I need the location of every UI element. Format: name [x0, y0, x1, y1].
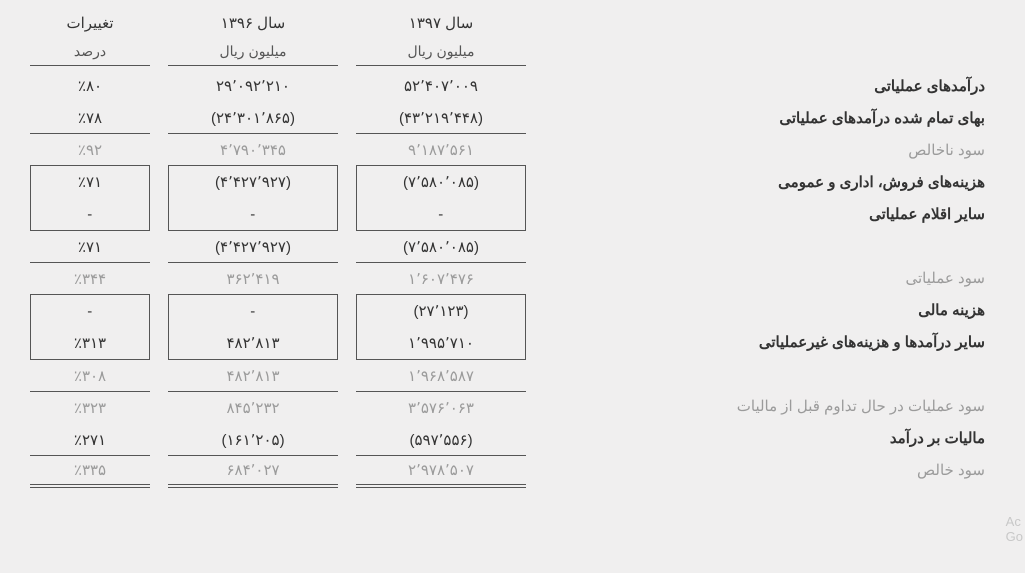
pct-tax: ٪۲۷۱	[30, 424, 150, 456]
label-gross-profit: سود ناخالص	[575, 134, 985, 166]
pct-fin-cost: -	[31, 295, 149, 327]
y1396-op-profit: ۳۶۲٬۴۱۹	[168, 263, 338, 295]
y1397-tax: (۵۹۷٬۵۵۶)	[356, 424, 526, 456]
y1396-tax: (۱۶۱٬۲۰۵)	[168, 424, 338, 456]
y1397-net: ۲٬۹۷۸٬۵۰۷	[356, 456, 526, 488]
unit-pct: درصد	[30, 38, 150, 66]
label-net: سود خالص	[575, 454, 985, 486]
row-labels-column: درآمدهای عملیاتی بهای تمام شده درآمدهای …	[575, 8, 1005, 488]
pct-pbt: ٪۳۲۳	[30, 392, 150, 424]
label-pbt: سود عملیات در حال تداوم قبل از مالیات	[575, 390, 985, 422]
y1397-sub2: ۱٬۹۶۸٬۵۸۷	[356, 360, 526, 392]
y1396-cogs: (۲۴٬۳۰۱٬۸۶۵)	[168, 102, 338, 134]
data-columns: تغییرات درصد ٪۸۰ ٪۷۸ ٪۹۲ ٪۷۱ - ٪۷۱ ٪۳۴۴ …	[20, 8, 575, 488]
y1397-pbt: ۳٬۵۷۶٬۰۶۳	[356, 392, 526, 424]
pct-other-op: -	[31, 198, 149, 230]
pct-sga: ٪۷۱	[31, 166, 149, 198]
y1397-nonop: ۱٬۹۹۵٬۷۱۰	[357, 327, 525, 359]
header-1397: سال ۱۳۹۷	[356, 8, 526, 38]
column-1396: سال ۱۳۹۶ میلیون ریال ۲۹٬۰۹۲٬۲۱۰ (۲۴٬۳۰۱٬…	[168, 8, 338, 488]
y1396-fin-cost: -	[169, 295, 337, 327]
y1396-net: ۶۸۴٬۰۲۷	[168, 456, 338, 488]
y1396-box2: - ۴۸۲٬۸۱۳	[168, 294, 338, 360]
label-sga: هزینه‌های فروش، اداری و عمومی	[575, 166, 985, 198]
y1396-other-op: -	[169, 198, 337, 230]
watermark-text: Ac Go	[1006, 514, 1023, 545]
y1397-box1: (۷٬۵۸۰٬۰۸۵) -	[356, 165, 526, 231]
y1397-fin-cost: (۲۷٬۱۲۳)	[357, 295, 525, 327]
label-fin-cost: هزینه مالی	[575, 294, 985, 326]
pct-net: ٪۳۳۵	[30, 456, 150, 488]
header-changes: تغییرات	[30, 8, 150, 38]
pct-sub1: ٪۷۱	[30, 231, 150, 263]
y1396-sga: (۴٬۴۲۷٬۹۲۷)	[169, 166, 337, 198]
income-statement-table: درآمدهای عملیاتی بهای تمام شده درآمدهای …	[20, 8, 1005, 488]
pct-box2: - ٪۳۱۳	[30, 294, 150, 360]
column-1397: سال ۱۳۹۷ میلیون ریال ۵۲٬۴۰۷٬۰۰۹ (۴۳٬۲۱۹٬…	[356, 8, 526, 488]
y1397-op-profit: ۱٬۶۰۷٬۴۷۶	[356, 263, 526, 295]
label-op-income: درآمدهای عملیاتی	[575, 70, 985, 102]
header-1396: سال ۱۳۹۶	[168, 8, 338, 38]
y1397-gross-profit: ۹٬۱۸۷٬۵۶۱	[356, 134, 526, 166]
y1397-cogs: (۴۳٬۲۱۹٬۴۴۸)	[356, 102, 526, 134]
y1396-op-income: ۲۹٬۰۹۲٬۲۱۰	[168, 70, 338, 102]
watermark-l2: Go	[1006, 529, 1023, 545]
pct-op-profit: ٪۳۴۴	[30, 263, 150, 295]
y1397-box2: (۲۷٬۱۲۳) ۱٬۹۹۵٬۷۱۰	[356, 294, 526, 360]
pct-cogs: ٪۷۸	[30, 102, 150, 134]
y1397-other-op: -	[357, 198, 525, 230]
y1397-op-income: ۵۲٬۴۰۷٬۰۰۹	[356, 70, 526, 102]
y1396-box1: (۴٬۴۲۷٬۹۲۷) -	[168, 165, 338, 231]
label-op-profit: سود عملیاتی	[575, 262, 985, 294]
y1396-sub2: ۴۸۲٬۸۱۳	[168, 360, 338, 392]
pct-gross-profit: ٪۹۲	[30, 134, 150, 166]
label-cogs: بهای تمام شده درآمدهای عملیاتی	[575, 102, 985, 134]
pct-box1: ٪۷۱ -	[30, 165, 150, 231]
y1397-sub1: (۷٬۵۸۰٬۰۸۵)	[356, 231, 526, 263]
unit-1397: میلیون ریال	[356, 38, 526, 66]
watermark-l1: Ac	[1006, 514, 1023, 530]
y1396-nonop: ۴۸۲٬۸۱۳	[169, 327, 337, 359]
unit-1396: میلیون ریال	[168, 38, 338, 66]
label-other-op: سایر اقلام عملیاتی	[575, 198, 985, 230]
pct-op-income: ٪۸۰	[30, 70, 150, 102]
y1396-gross-profit: ۴٬۷۹۰٬۳۴۵	[168, 134, 338, 166]
y1396-pbt: ۸۴۵٬۲۳۲	[168, 392, 338, 424]
label-tax: مالیات بر درآمد	[575, 422, 985, 454]
y1396-sub1: (۴٬۴۲۷٬۹۲۷)	[168, 231, 338, 263]
column-changes: تغییرات درصد ٪۸۰ ٪۷۸ ٪۹۲ ٪۷۱ - ٪۷۱ ٪۳۴۴ …	[30, 8, 150, 488]
label-nonop: سایر درآمدها و هزینه‌های غیرعملیاتی	[575, 326, 985, 358]
pct-nonop: ٪۳۱۳	[31, 327, 149, 359]
y1397-sga: (۷٬۵۸۰٬۰۸۵)	[357, 166, 525, 198]
pct-sub2: ٪۳۰۸	[30, 360, 150, 392]
